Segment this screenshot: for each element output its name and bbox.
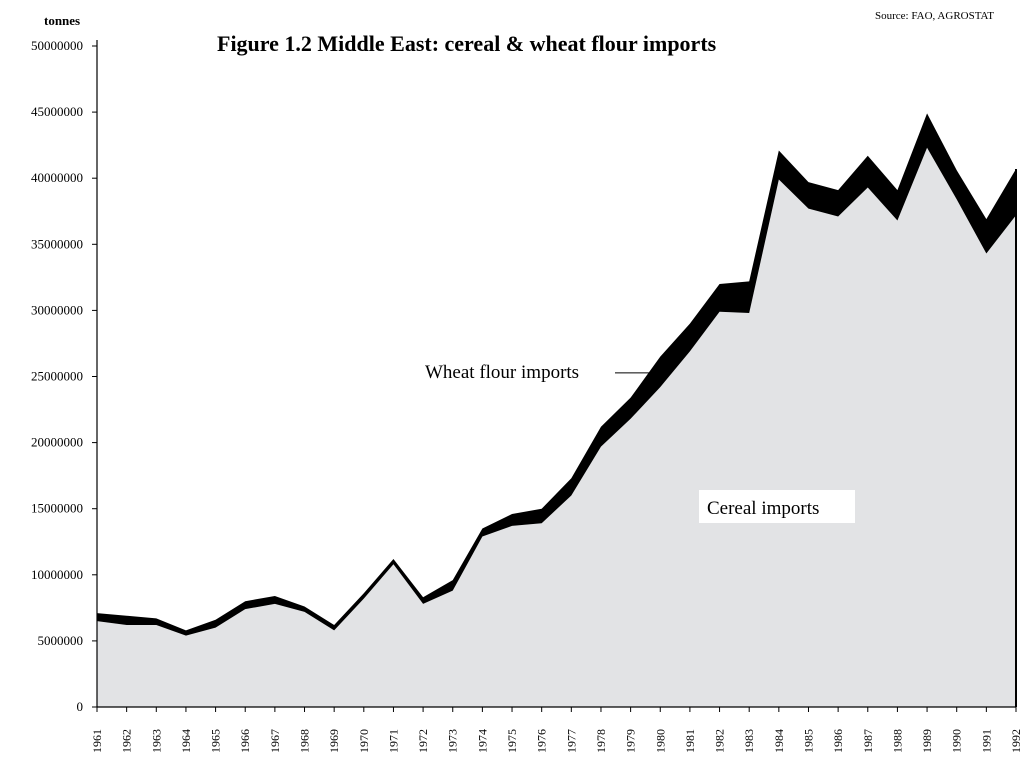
x-tick-label: 1961: [90, 729, 104, 753]
y-tick-label: 0: [77, 699, 84, 714]
y-tick-label: 35000000: [31, 236, 83, 251]
x-tick-label: 1983: [742, 729, 756, 753]
x-tick-label: 1973: [446, 729, 460, 753]
y-tick-label: 25000000: [31, 369, 83, 384]
y-tick-label: 15000000: [31, 501, 83, 516]
x-tick-label: 1972: [416, 729, 430, 753]
x-tick-label: 1974: [475, 729, 489, 753]
x-ticks: 1961 1962 1963 1964 1965 1966 1967 1968 1969 1970…: [90, 707, 1023, 753]
y-tick-label: 10000000: [31, 567, 83, 582]
x-tick-label: 1992: [1009, 729, 1023, 753]
x-tick-label: 1968: [298, 729, 312, 753]
x-tick-label: 1967: [268, 729, 282, 753]
cereal-imports-label: Cereal imports: [707, 498, 819, 519]
wheat-flour-imports-label: Wheat flour imports: [425, 362, 579, 383]
source-note: Source: FAO, AGROSTAT: [875, 10, 994, 22]
x-tick-label: 1988: [890, 729, 904, 753]
y-tick-label: 20000000: [31, 435, 83, 450]
x-tick-label: 1986: [831, 729, 845, 753]
x-tick-label: 1989: [920, 729, 934, 753]
x-tick-label: 1982: [713, 729, 727, 753]
y-tick-label: 30000000: [31, 302, 83, 317]
y-tick-label: 50000000: [31, 38, 83, 53]
plot-area: [97, 113, 1016, 708]
x-tick-label: 1962: [120, 729, 134, 753]
x-tick-label: 1963: [149, 729, 163, 753]
x-tick-label: 1971: [386, 729, 400, 753]
x-tick-label: 1978: [594, 729, 608, 753]
cereal-imports-area: [97, 147, 1016, 708]
x-tick-label: 1981: [683, 729, 697, 753]
y-tick-label: 40000000: [31, 170, 83, 185]
y-ticks: 0 5000000 10000000 15000000 20000000 25000000…: [31, 38, 97, 714]
x-tick-label: 1987: [861, 729, 875, 753]
x-tick-label: 1984: [772, 729, 786, 753]
x-tick-label: 1969: [327, 729, 341, 753]
y-tick-label: 45000000: [31, 104, 83, 119]
x-tick-label: 1977: [564, 729, 578, 753]
annotations: Wheat flour imports Cereal imports: [425, 362, 855, 523]
x-tick-label: 1975: [505, 729, 519, 753]
x-tick-label: 1985: [801, 729, 815, 753]
x-tick-label: 1964: [179, 729, 193, 753]
chart-title: Figure 1.2 Middle East: cereal & wheat f…: [217, 31, 717, 56]
x-tick-label: 1991: [979, 729, 993, 753]
y-axis-unit-label: tonnes: [44, 13, 80, 28]
y-tick-label: 5000000: [38, 633, 84, 648]
cereal-imports-label-background: [699, 490, 855, 523]
x-tick-label: 1980: [653, 729, 667, 753]
axes: 0 5000000 10000000 15000000 20000000 25000000…: [31, 38, 1023, 753]
x-tick-label: 1976: [535, 729, 549, 753]
x-tick-label: 1966: [238, 729, 252, 753]
x-tick-label: 1990: [950, 729, 964, 753]
x-tick-label: 1979: [624, 729, 638, 753]
x-tick-label: 1965: [209, 729, 223, 753]
x-tick-label: 1970: [357, 729, 371, 753]
